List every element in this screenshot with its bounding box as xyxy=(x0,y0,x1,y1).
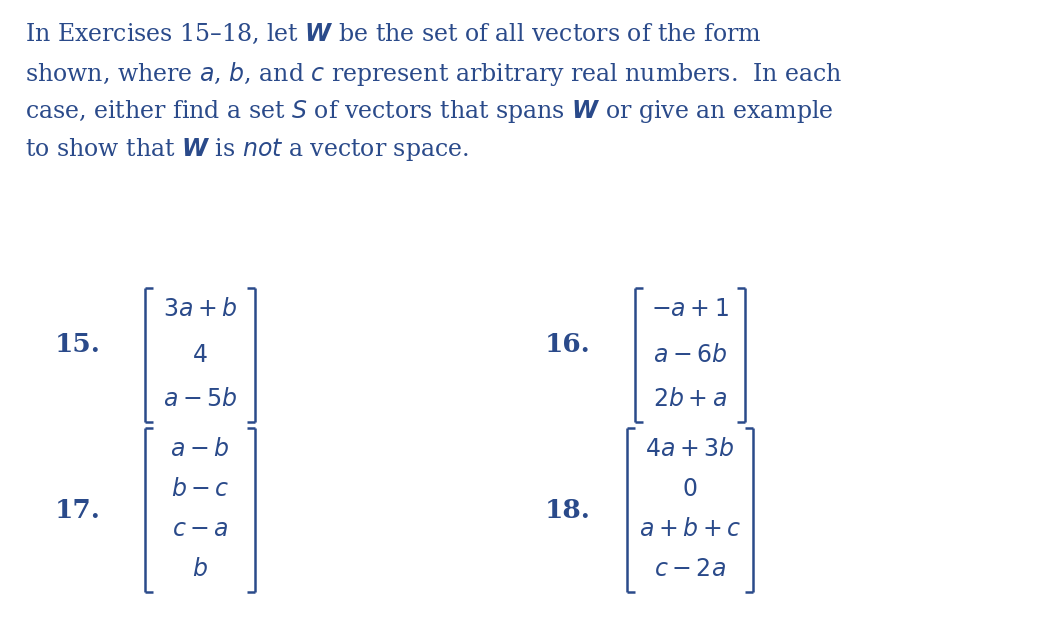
Text: 15.: 15. xyxy=(55,333,101,357)
Text: $a + b + c$: $a + b + c$ xyxy=(639,518,741,542)
Text: case, either find a set $S$ of vectors that spans $\boldsymbol{W}$ or give an ex: case, either find a set $S$ of vectors t… xyxy=(25,98,834,125)
Text: In Exercises 15–18, let $\boldsymbol{W}$ be the set of all vectors of the form: In Exercises 15–18, let $\boldsymbol{W}$… xyxy=(25,22,762,46)
Text: $b$: $b$ xyxy=(193,559,208,581)
Text: 18.: 18. xyxy=(545,498,590,522)
Text: $a - 5b$: $a - 5b$ xyxy=(163,389,237,411)
Text: $3a + b$: $3a + b$ xyxy=(163,299,237,321)
Text: $2b + a$: $2b + a$ xyxy=(653,389,727,411)
Text: 16.: 16. xyxy=(545,333,590,357)
Text: $c - 2a$: $c - 2a$ xyxy=(654,559,726,581)
Text: $4a + 3b$: $4a + 3b$ xyxy=(645,438,734,462)
Text: $a - 6b$: $a - 6b$ xyxy=(653,343,727,367)
Text: to show that $\boldsymbol{W}$ is $\mathit{not}$ a vector space.: to show that $\boldsymbol{W}$ is $\mathi… xyxy=(25,136,469,163)
Text: 17.: 17. xyxy=(55,498,101,522)
Text: $0$: $0$ xyxy=(682,479,697,501)
Text: $-a + 1$: $-a + 1$ xyxy=(651,299,729,321)
Text: $b - c$: $b - c$ xyxy=(170,479,230,501)
Text: shown, where $a$, $b$, and $c$ represent arbitrary real numbers.  In each: shown, where $a$, $b$, and $c$ represent… xyxy=(25,60,842,88)
Text: $a - b$: $a - b$ xyxy=(170,438,230,462)
Text: $c - a$: $c - a$ xyxy=(171,518,229,542)
Text: $4$: $4$ xyxy=(193,343,207,367)
